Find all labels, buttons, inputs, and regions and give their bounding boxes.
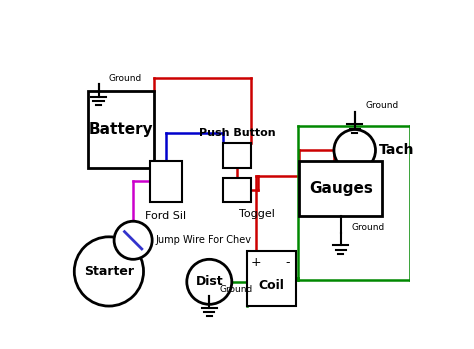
- Circle shape: [334, 129, 375, 171]
- FancyBboxPatch shape: [247, 251, 296, 306]
- Text: Toggel: Toggel: [239, 209, 274, 219]
- Circle shape: [114, 221, 152, 259]
- Text: Jump Wire For Chev: Jump Wire For Chev: [155, 235, 252, 245]
- Text: Ground: Ground: [219, 285, 253, 294]
- FancyBboxPatch shape: [150, 161, 182, 202]
- Text: Starter: Starter: [84, 265, 134, 278]
- Text: Dist: Dist: [195, 275, 223, 288]
- Text: -: -: [285, 256, 290, 269]
- FancyBboxPatch shape: [223, 178, 251, 202]
- Text: Coil: Coil: [259, 279, 284, 291]
- Text: Push Button: Push Button: [199, 128, 275, 138]
- Text: Ford Sil: Ford Sil: [146, 211, 187, 221]
- Circle shape: [74, 237, 144, 306]
- Circle shape: [187, 259, 232, 304]
- Text: Ground: Ground: [351, 223, 384, 232]
- FancyBboxPatch shape: [223, 143, 251, 168]
- FancyBboxPatch shape: [88, 91, 154, 168]
- Text: Ground: Ground: [109, 74, 142, 83]
- FancyBboxPatch shape: [299, 161, 383, 216]
- Text: Battery: Battery: [89, 122, 153, 137]
- Text: +: +: [251, 256, 261, 269]
- Text: Ground: Ground: [365, 102, 398, 110]
- Text: Tach: Tach: [379, 143, 414, 157]
- Text: Gauges: Gauges: [309, 181, 373, 196]
